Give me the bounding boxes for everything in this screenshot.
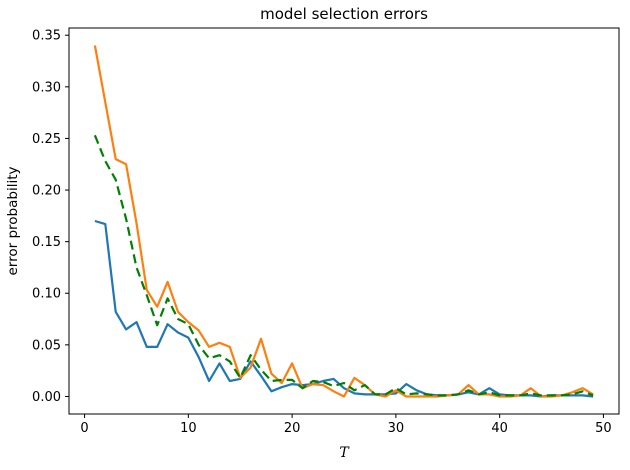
- y-tick-label: 0.10: [32, 287, 61, 302]
- y-tick-label: 0.25: [32, 132, 61, 147]
- x-tick-label: 50: [595, 421, 612, 436]
- x-tick-label: 40: [491, 421, 508, 436]
- plot-area: [68, 27, 620, 415]
- y-tick-label: 0.30: [32, 80, 61, 95]
- y-tick-label: 0.35: [32, 29, 61, 44]
- x-tick-label: 20: [284, 421, 301, 436]
- series-lines: [93, 45, 594, 398]
- x-axis-label: T: [339, 445, 350, 461]
- y-tick-label: 0.05: [32, 338, 61, 353]
- tick-labels: 0 10 20 30 40 50 0.00 0.05 0.10 0.15 0.20 0.25 0.30 0…: [32, 29, 612, 436]
- green-series-line: [93, 134, 594, 397]
- x-tick-label: 0: [80, 421, 88, 436]
- y-tick-label: 0.15: [32, 235, 61, 250]
- x-tick-label: 30: [388, 421, 405, 436]
- chart-title: model selection errors: [260, 5, 428, 23]
- y-axis-label: error probability: [5, 166, 21, 275]
- y-tick-label: 0.00: [32, 390, 61, 405]
- y-tick-label: 0.20: [32, 184, 61, 199]
- x-tick-label: 10: [180, 421, 197, 436]
- tick-marks: [65, 34, 604, 418]
